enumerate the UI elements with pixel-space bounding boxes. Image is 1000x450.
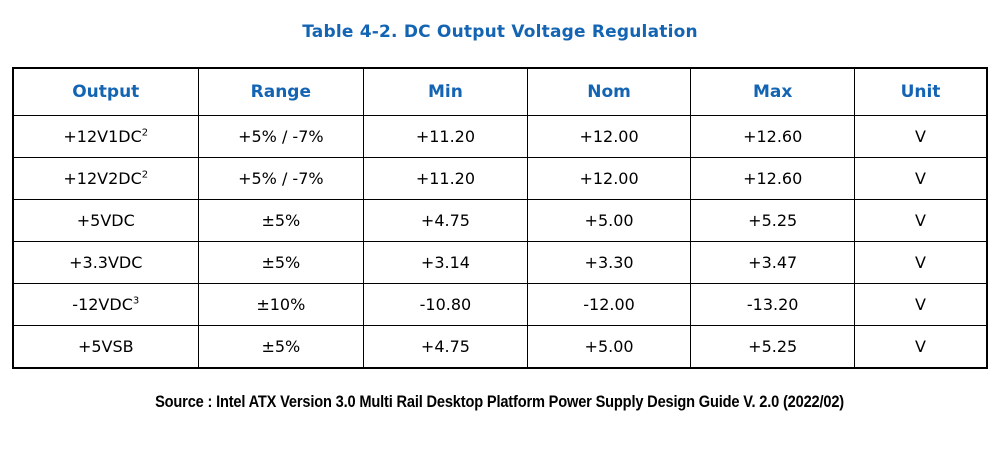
cell-output: -12VDC3 — [12, 283, 199, 326]
cell-range: +5% / -7% — [197, 157, 365, 200]
cell-nom: -12.00 — [526, 283, 692, 326]
page-title: Table 4-2. DC Output Voltage Regulation — [302, 22, 698, 42]
cell-min: +11.20 — [363, 157, 528, 200]
cell-unit: V — [854, 241, 988, 284]
output-text: +12V2DC — [63, 169, 142, 188]
table-row: +3.3VDC ±5% +3.14 +3.30 +3.47 V — [12, 241, 988, 284]
cell-output: +3.3VDC — [12, 241, 199, 284]
output-text: +5VDC — [76, 211, 135, 230]
source-line: Source : Intel ATX Version 3.0 Multi Rai… — [0, 392, 1000, 412]
table-row: -12VDC3 ±10% -10.80 -12.00 -13.20 V — [12, 283, 988, 326]
cell-range: ±5% — [197, 241, 365, 284]
cell-max: +5.25 — [690, 325, 855, 369]
table-row: +5VDC ±5% +4.75 +5.00 +5.25 V — [12, 199, 988, 242]
output-superscript: 2 — [141, 169, 149, 181]
cell-max: +12.60 — [690, 157, 855, 200]
cell-unit: V — [854, 199, 988, 242]
cell-unit: V — [854, 283, 988, 326]
cell-nom: +12.00 — [526, 157, 692, 200]
dc-output-voltage-regulation-table: Output Range Min Nom Max Unit +12V1DC2 +… — [12, 67, 988, 369]
cell-output: +12V2DC2 — [12, 157, 199, 200]
cell-unit: V — [854, 157, 988, 200]
col-header-unit: Unit — [854, 67, 988, 116]
cell-nom: +3.30 — [526, 241, 692, 284]
col-header-range: Range — [197, 67, 365, 116]
cell-min: +4.75 — [363, 199, 528, 242]
col-header-max: Max — [690, 67, 855, 116]
cell-max: +12.60 — [690, 115, 855, 158]
table-header-row: Output Range Min Nom Max Unit — [12, 67, 988, 116]
cell-max: +3.47 — [690, 241, 855, 284]
source-note: Source : Intel ATX Version 3.0 Multi Rai… — [155, 392, 845, 411]
output-text: -12VDC — [72, 295, 133, 314]
cell-range: ±5% — [197, 325, 365, 369]
col-header-min: Min — [363, 67, 528, 116]
cell-max: -13.20 — [690, 283, 855, 326]
cell-output: +12V1DC2 — [12, 115, 199, 158]
cell-min: +4.75 — [363, 325, 528, 369]
cell-min: +11.20 — [363, 115, 528, 158]
cell-output: +5VSB — [12, 325, 199, 369]
cell-range: +5% / -7% — [197, 115, 365, 158]
output-superscript: 3 — [132, 295, 140, 307]
output-text: +12V1DC — [63, 127, 142, 146]
cell-output: +5VDC — [12, 199, 199, 242]
col-header-output: Output — [12, 67, 199, 116]
cell-range: ±10% — [197, 283, 365, 326]
table-row: +12V2DC2 +5% / -7% +11.20 +12.00 +12.60 … — [12, 157, 988, 200]
cell-nom: +5.00 — [526, 325, 692, 369]
output-superscript: 2 — [141, 127, 149, 139]
cell-unit: V — [854, 115, 988, 158]
cell-max: +5.25 — [690, 199, 855, 242]
col-header-nom: Nom — [526, 67, 692, 116]
cell-min: -10.80 — [363, 283, 528, 326]
table-row: +12V1DC2 +5% / -7% +11.20 +12.00 +12.60 … — [12, 115, 988, 158]
cell-nom: +5.00 — [526, 199, 692, 242]
cell-range: ±5% — [197, 199, 365, 242]
output-text: +5VSB — [77, 337, 134, 356]
table-row: +5VSB ±5% +4.75 +5.00 +5.25 V — [12, 325, 988, 369]
cell-min: +3.14 — [363, 241, 528, 284]
cell-nom: +12.00 — [526, 115, 692, 158]
output-text: +3.3VDC — [69, 253, 143, 272]
cell-unit: V — [854, 325, 988, 369]
